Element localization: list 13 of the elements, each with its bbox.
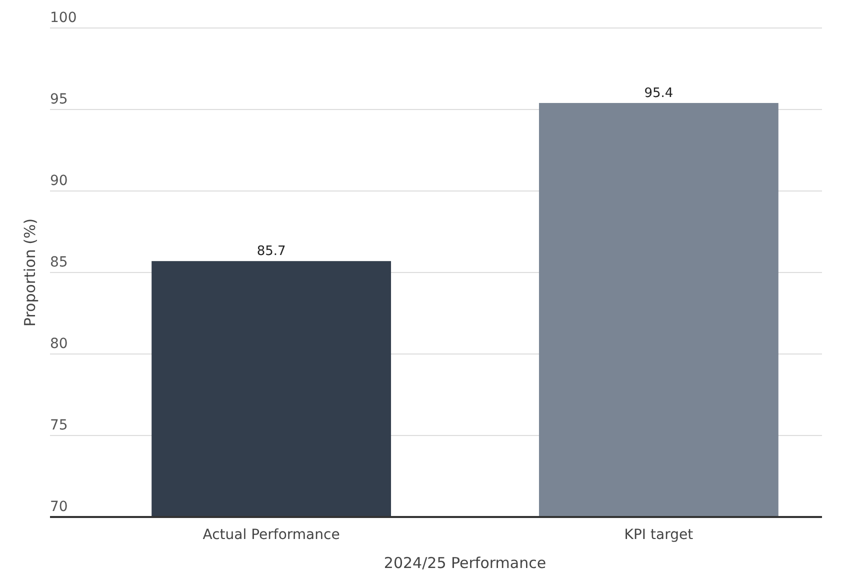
data-label: 95.4 [644,86,674,101]
y-tick-label: 100 [50,10,77,26]
y-tick-label: 95 [50,92,68,108]
y-axis-title: Proportion (%) [21,218,39,327]
x-axis-title: 2024/25 Performance [384,554,546,571]
y-tick-label: 90 [50,173,68,189]
data-label: 85.7 [256,244,286,260]
y-tick-label: 70 [50,499,68,515]
y-tick-label: 75 [50,418,68,434]
y-tick-label: 85 [50,254,68,270]
x-tick-label: Actual Performance [202,527,340,543]
x-tick-label: KPI target [624,527,694,543]
y-tick-label: 80 [50,336,68,352]
